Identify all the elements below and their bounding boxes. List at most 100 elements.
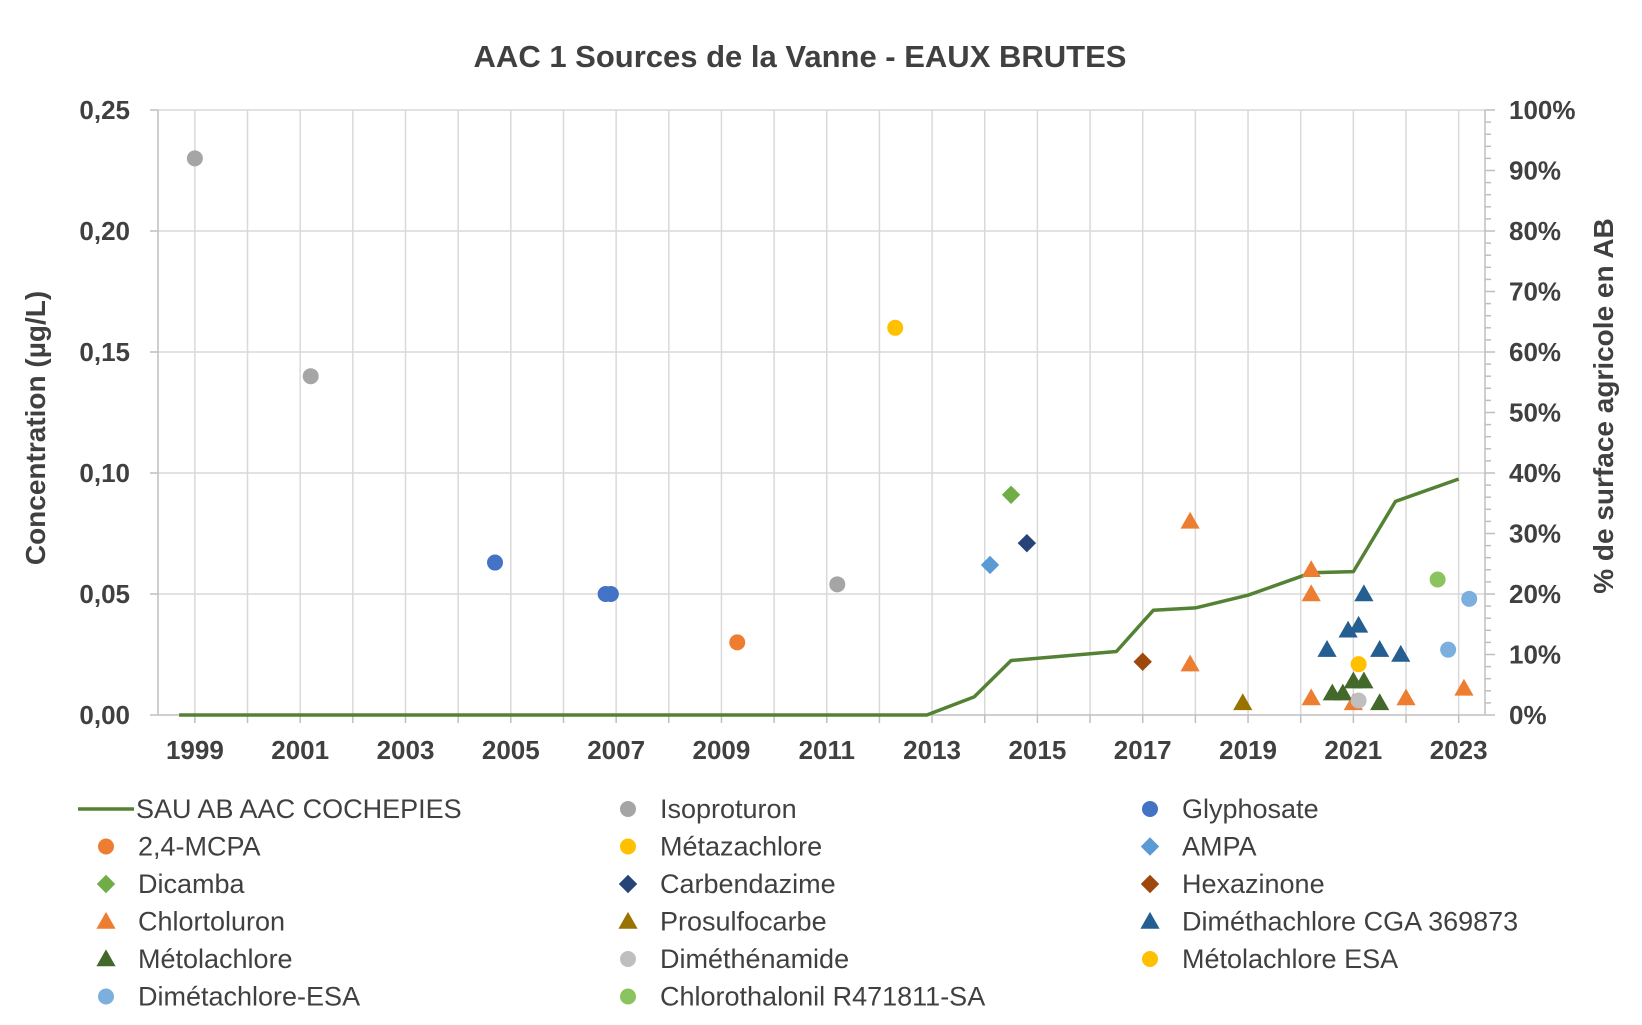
legend-marker-swatch [620, 988, 636, 1005]
data-point [1354, 671, 1374, 689]
x-tick-label: 2005 [482, 735, 540, 765]
y-tick-label: 0,05 [79, 579, 130, 609]
legend-label: Métolachlore [138, 944, 293, 974]
x-tick-label: 2023 [1430, 735, 1488, 765]
legend-marker-swatch [1140, 837, 1160, 856]
x-tick-label: 2003 [377, 735, 435, 765]
legend-marker-swatch [96, 874, 116, 894]
data-point [1301, 688, 1321, 706]
data-point [1454, 678, 1474, 696]
legend-label: SAU AB AAC COCHEPIES [136, 794, 462, 824]
legend-label: Dimétachlore-ESA [138, 982, 360, 1012]
legend-marker-swatch [618, 911, 638, 929]
legend-marker-swatch [618, 874, 638, 894]
legend-label: Glyphosate [1182, 794, 1319, 824]
legend-label: Chlortoluron [138, 907, 285, 937]
data-point [887, 319, 904, 336]
legend-label: 2,4-MCPA [138, 832, 261, 862]
y2-axis-title: % de surface agricole en AB [1588, 218, 1619, 594]
legend-label: Chlorothalonil R471811-SA [660, 982, 985, 1012]
y-tick-label: 0,15 [79, 337, 130, 367]
legend-marker-swatch [1142, 801, 1158, 817]
y2-tick-label: 100% [1509, 95, 1576, 125]
y-tick-label: 0,10 [79, 458, 130, 488]
legend-label: Hexazinone [1182, 869, 1325, 899]
legend-marker-swatch [98, 988, 114, 1005]
data-point [186, 150, 203, 167]
legend-label: Diméthénamide [660, 944, 849, 974]
data-point [829, 576, 846, 593]
x-tick-label: 2001 [271, 735, 329, 765]
y-tick-label: 0,20 [79, 216, 130, 246]
legend-marker-swatch [620, 951, 636, 967]
data-point [1180, 511, 1200, 529]
y2-tick-label: 70% [1509, 277, 1561, 307]
data-point [1180, 654, 1200, 672]
legend-label: Diméthachlore CGA 369873 [1182, 907, 1518, 937]
data-point [1017, 533, 1037, 553]
legend: SAU AB AAC COCHEPIES Isoproturon Glyphosat… [78, 794, 1518, 1012]
x-tick-label: 2019 [1219, 735, 1277, 765]
y2-tick-label: 10% [1509, 640, 1561, 670]
data-point [1333, 683, 1353, 701]
data-point [1301, 584, 1321, 602]
data-point [1338, 620, 1358, 638]
legend-marker-swatch [98, 838, 114, 855]
y2-tick-label: 0% [1509, 700, 1547, 730]
data-point [1001, 485, 1021, 504]
data-point [602, 586, 619, 602]
legend-marker-swatch [1140, 911, 1160, 929]
legend-label: Prosulfocarbe [660, 907, 827, 937]
data-point [1440, 641, 1457, 658]
x-tick-label: 2021 [1324, 735, 1382, 765]
x-tick-label: 2013 [903, 735, 961, 765]
legend-label: Dicamba [138, 869, 246, 899]
chart-title: AAC 1 Sources de la Vanne - EAUX BRUTES [474, 39, 1127, 74]
data-point [1370, 693, 1390, 711]
legend-label: Métazachlore [660, 832, 822, 862]
data-point [1350, 692, 1367, 709]
line-series-sau-ab [179, 477, 1460, 717]
y2-tick-label: 20% [1509, 579, 1561, 609]
y-tick-label: 0,00 [79, 700, 130, 730]
x-tick-label: 2017 [1114, 735, 1172, 765]
legend-label: AMPA [1182, 832, 1257, 862]
y2-tick-label: 60% [1509, 337, 1561, 367]
data-point [1354, 584, 1374, 602]
data-point [980, 555, 1000, 575]
legend-marker-swatch [96, 949, 116, 967]
y2-tick-label: 50% [1509, 398, 1561, 428]
x-tick-label: 2015 [1008, 735, 1066, 765]
data-point [1429, 571, 1446, 588]
data-point [1317, 640, 1337, 657]
y2-tick-label: 30% [1509, 519, 1561, 549]
data-point [1301, 560, 1321, 577]
x-tick-label: 2009 [693, 735, 751, 765]
grid-layer [158, 109, 1485, 715]
legend-marker-swatch [1140, 874, 1160, 894]
x-tick-label: 2011 [799, 735, 855, 765]
data-point [1461, 590, 1478, 607]
data-point [1350, 656, 1367, 673]
marker-layer [186, 150, 1478, 711]
x-tick-label: 2007 [587, 735, 645, 765]
data-point [729, 634, 746, 651]
data-point [1233, 693, 1253, 711]
legend-marker-swatch [1142, 951, 1158, 967]
legend-marker-swatch [620, 838, 636, 855]
legend-marker-swatch [96, 911, 116, 929]
data-point [302, 368, 319, 385]
y2-tick-label: 90% [1509, 156, 1561, 186]
data-point [1396, 688, 1416, 706]
legend-label: Isoproturon [660, 794, 797, 824]
legend-label: Carbendazime [660, 869, 836, 899]
legend-label: Métolachlore ESA [1182, 944, 1398, 974]
data-point [1370, 640, 1390, 657]
y-tick-label: 0,25 [79, 95, 130, 125]
x-tick-label: 1999 [166, 735, 224, 765]
y2-tick-label: 80% [1509, 216, 1561, 246]
data-point [1133, 652, 1152, 671]
y-axis-title: Concentration (µg/L) [20, 291, 51, 565]
